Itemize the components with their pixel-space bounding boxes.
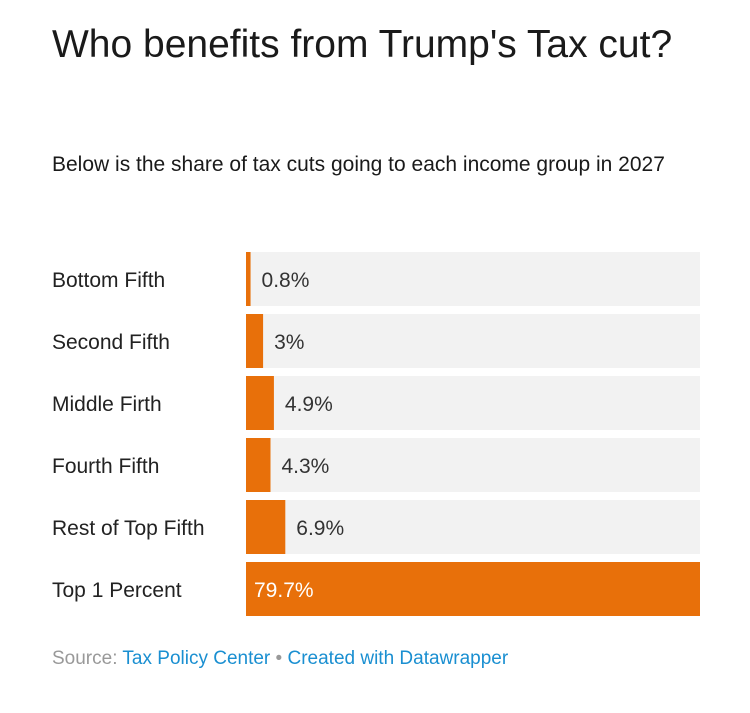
value-label: 0.8% — [262, 269, 310, 292]
bar[interactable] — [246, 376, 274, 430]
source-link[interactable]: Tax Policy Center — [122, 648, 271, 669]
bar-row: Top 1 Percent 79.7% — [52, 562, 700, 616]
category-label: Top 1 Percent — [52, 579, 182, 602]
bar-row: Second Fifth 3% — [52, 314, 700, 368]
bar-track — [246, 314, 700, 368]
category-label: Second Fifth — [52, 331, 170, 354]
value-label: 4.3% — [281, 455, 329, 478]
bar-track — [246, 500, 700, 554]
bar-track — [246, 376, 700, 430]
category-label: Middle Firth — [52, 393, 162, 416]
bar-track — [246, 438, 700, 492]
category-label: Bottom Fifth — [52, 269, 165, 292]
bar[interactable] — [246, 438, 271, 492]
category-label: Rest of Top Fifth — [52, 517, 205, 540]
datawrapper-credit-link[interactable]: Created with Datawrapper — [287, 648, 509, 669]
chart-title: Who benefits from Trump's Tax cut? — [52, 23, 673, 66]
value-label: 3% — [274, 331, 304, 354]
source-label: Source: — [52, 648, 118, 669]
value-label: 79.7% — [254, 579, 314, 602]
bar-row: Rest of Top Fifth 6.9% — [52, 500, 700, 554]
value-label: 4.9% — [285, 393, 333, 416]
bar-row: Middle Firth 4.9% — [52, 376, 700, 430]
source-footer: Source: Tax Policy Center • Created with… — [52, 646, 508, 672]
bar[interactable] — [246, 500, 286, 554]
value-label: 6.9% — [296, 517, 344, 540]
bar[interactable] — [246, 252, 251, 306]
bar[interactable] — [246, 562, 700, 616]
bar-track — [246, 252, 700, 306]
bar-row: Bottom Fifth 0.8% — [52, 252, 700, 306]
footer-separator: • — [275, 648, 283, 669]
category-label: Fourth Fifth — [52, 455, 159, 478]
chart-subtitle: Below is the share of tax cuts going to … — [52, 153, 665, 176]
bar-row: Fourth Fifth 4.3% — [52, 438, 700, 492]
bar[interactable] — [246, 314, 264, 368]
